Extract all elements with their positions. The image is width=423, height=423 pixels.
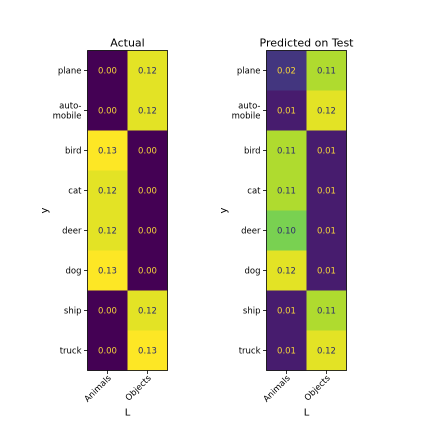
y-tick-label: ship — [243, 307, 261, 317]
heatmap-cell — [127, 50, 168, 91]
heatmap-cell — [87, 210, 128, 251]
cell-value-label: 0.00 — [98, 67, 117, 77]
cell-value-label: 0.12 — [138, 67, 157, 77]
y-tick-label: auto-mobile — [53, 102, 82, 122]
y-axis-label: y — [219, 207, 230, 213]
heatmap-cell — [127, 90, 168, 131]
heatmap-cell — [87, 170, 128, 211]
cell-value-label: 0.01 — [277, 347, 296, 357]
cell-value-label: 0.00 — [138, 147, 157, 157]
heatmap-cell — [87, 50, 128, 91]
y-tick-label: dog — [245, 267, 261, 277]
cell-value-label: 0.01 — [317, 187, 336, 197]
x-axis-label: L — [304, 408, 310, 419]
heatmap-cell — [266, 130, 307, 171]
x-axis-label: L — [125, 408, 131, 419]
cell-value-label: 0.01 — [277, 107, 296, 117]
heatmap-cell — [87, 250, 128, 291]
y-tick-label: auto-mobile — [232, 102, 261, 122]
cell-value-label: 0.12 — [277, 267, 296, 277]
y-tick-label: dog — [66, 267, 82, 277]
y-tick-label: truck — [239, 347, 261, 357]
y-tick-label: bird — [244, 147, 261, 157]
cell-value-label: 0.11 — [317, 67, 336, 77]
heatmap-cell — [306, 130, 347, 171]
axes-frame — [87, 50, 168, 371]
x-tick-label: Objects — [303, 373, 333, 403]
cell-value-label: 0.11 — [277, 147, 296, 157]
cell-value-label: 0.12 — [138, 107, 157, 117]
x-tick-label: Objects — [124, 373, 154, 403]
cell-value-label: 0.01 — [317, 267, 336, 277]
heatmap-cell — [266, 330, 307, 371]
heatmap-cell — [306, 290, 347, 331]
heatmap-cell — [306, 250, 347, 291]
y-tick-label: ship — [64, 307, 82, 317]
heatmap-cell — [266, 170, 307, 211]
cell-value-label: 0.13 — [98, 147, 117, 157]
y-tick-label: truck — [60, 347, 82, 357]
y-tick-label: deer — [241, 227, 261, 237]
cell-value-label: 0.02 — [277, 67, 296, 77]
heatmap-cell — [266, 90, 307, 131]
heatmap-cell — [266, 50, 307, 91]
y-tick-label: plane — [237, 67, 261, 77]
heatmap-cell — [87, 290, 128, 331]
heatmap-cell — [127, 210, 168, 251]
cell-value-label: 0.01 — [317, 147, 336, 157]
cell-value-label: 0.12 — [98, 227, 117, 237]
cell-value-label: 0.13 — [138, 347, 157, 357]
heatmap-cell — [87, 130, 128, 171]
heatmap-cell — [306, 90, 347, 131]
heatmap-cell — [127, 130, 168, 171]
y-tick-label: plane — [58, 67, 82, 77]
heatmap-cell — [127, 250, 168, 291]
cell-value-label: 0.00 — [138, 227, 157, 237]
y-tick-label: cat — [247, 187, 261, 197]
heatmap-cell — [306, 210, 347, 251]
cell-value-label: 0.00 — [98, 107, 117, 117]
y-tick-label: cat — [68, 187, 82, 197]
heatmap-cell — [266, 250, 307, 291]
cell-value-label: 0.01 — [277, 307, 296, 317]
heatmap-cell — [306, 50, 347, 91]
heatmap-cell — [127, 170, 168, 211]
cell-value-label: 0.11 — [277, 187, 296, 197]
chart-title: Predicted on Test — [260, 37, 355, 50]
heatmap-cell — [266, 290, 307, 331]
y-tick-label: bird — [65, 147, 82, 157]
heatmap-cell — [306, 170, 347, 211]
cell-value-label: 0.12 — [98, 187, 117, 197]
cell-value-label: 0.12 — [138, 307, 157, 317]
cell-value-label: 0.00 — [138, 267, 157, 277]
heatmap-cell — [87, 330, 128, 371]
cell-value-label: 0.01 — [317, 227, 336, 237]
cell-value-label: 0.00 — [98, 347, 117, 357]
cell-value-label: 0.10 — [277, 227, 296, 237]
heatmap-panel-2: Predicted on Test 0.02 0.11 0.01 0.12 0.11 0.0… — [219, 37, 355, 419]
heatmap-panel-1: Actual 0.00 0.12 0.00 0.12 0.13 0.00 0.12 0.00 0.… — [40, 37, 168, 419]
chart-title: Actual — [110, 37, 144, 50]
cell-value-label: 0.11 — [317, 307, 336, 317]
cell-value-label: 0.13 — [98, 267, 117, 277]
cell-value-label: 0.12 — [317, 107, 336, 117]
y-axis-label: y — [40, 207, 51, 213]
cell-value-label: 0.00 — [138, 187, 157, 197]
heatmap-cell — [127, 290, 168, 331]
heatmap-cell — [306, 330, 347, 371]
heatmap-cell — [87, 90, 128, 131]
x-tick-label: Animals — [262, 373, 293, 404]
cell-value-label: 0.12 — [317, 347, 336, 357]
y-tick-label: deer — [62, 227, 82, 237]
cell-value-label: 0.00 — [98, 307, 117, 317]
heatmap-cell — [266, 210, 307, 251]
heatmap-cell — [127, 330, 168, 371]
axes-frame — [266, 50, 347, 371]
x-tick-label: Animals — [83, 373, 114, 404]
